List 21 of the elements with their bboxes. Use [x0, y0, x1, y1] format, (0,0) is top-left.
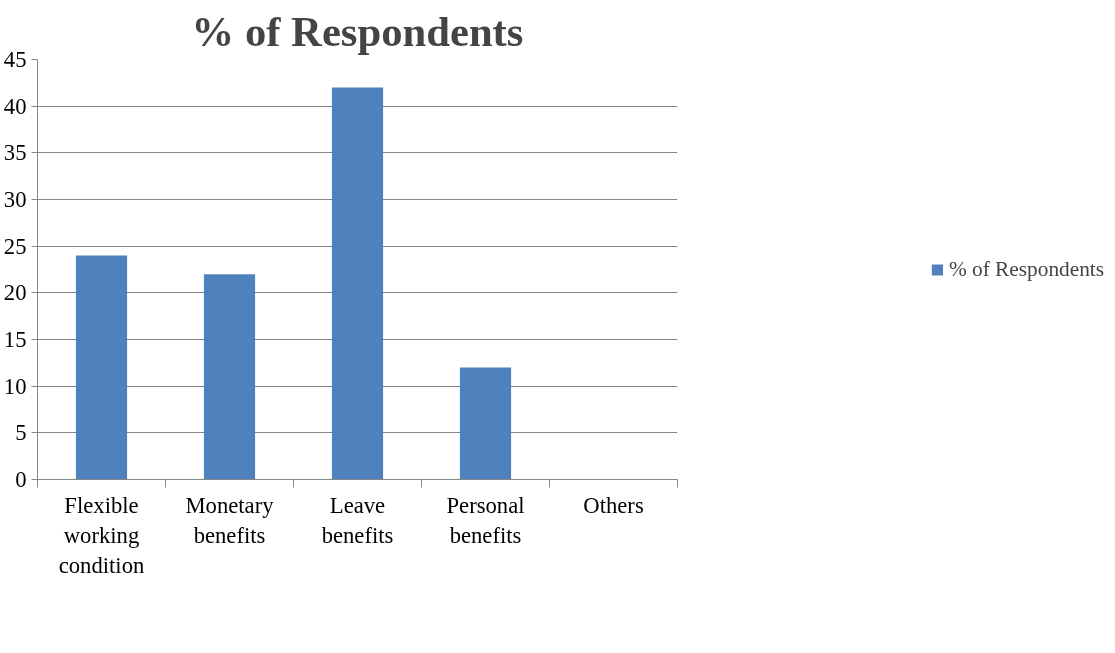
- y-tick-label: 25: [3, 233, 27, 259]
- bar: [75, 255, 128, 480]
- y-tick-label: 35: [3, 140, 27, 166]
- x-tick-label: Personal benefits: [446, 492, 525, 548]
- y-tick-label: 5: [15, 420, 27, 446]
- y-tick-label: 0: [15, 467, 27, 492]
- bar: [203, 274, 256, 480]
- x-tick-label: Monetary benefits: [185, 492, 275, 548]
- bar: [331, 87, 384, 480]
- y-tick-label: 15: [3, 327, 27, 352]
- y-tick-label: 40: [3, 93, 27, 119]
- x-tick-label: Flexible working condition: [58, 492, 145, 578]
- bar: [459, 367, 512, 480]
- y-tick-label: 45: [3, 47, 27, 72]
- x-tick-label: Others: [583, 492, 644, 518]
- legend-label: % of Respondents: [948, 256, 1105, 282]
- y-tick-label: 20: [3, 280, 27, 306]
- y-tick-label: 10: [3, 373, 27, 399]
- x-tick-label: Leave benefits: [321, 492, 394, 548]
- y-tick-label: 30: [3, 187, 27, 212]
- chart-title: % of Respondents: [191, 7, 524, 55]
